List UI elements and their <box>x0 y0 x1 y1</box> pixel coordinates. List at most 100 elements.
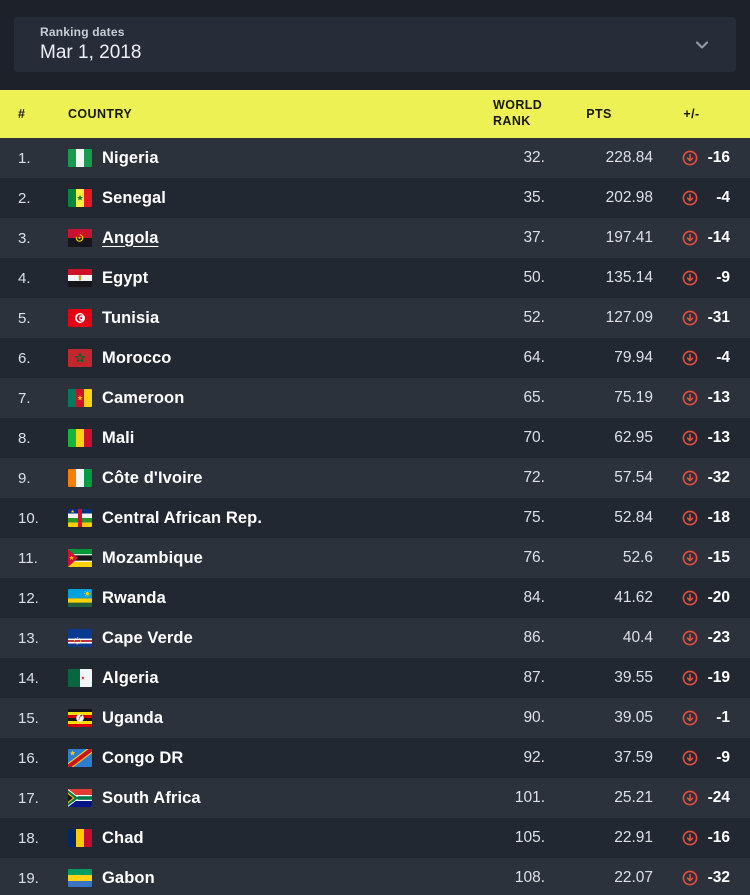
country-name[interactable]: South Africa <box>102 788 201 807</box>
rank-change-cell: -1 <box>653 709 730 727</box>
arrow-down-circle-icon <box>682 310 698 326</box>
position-number: 1. <box>18 149 31 167</box>
filter-section: Ranking dates Mar 1, 2018 <box>0 0 750 90</box>
country-name[interactable]: Algeria <box>102 668 159 687</box>
position-number: 9. <box>18 469 31 487</box>
points: 127.09 <box>605 309 653 326</box>
table-row[interactable]: 9. Côte d'Ivoire 72. 57.54 -32 <box>0 458 750 498</box>
world-rank: 32. <box>523 149 545 166</box>
arrow-down-circle-icon <box>682 590 698 606</box>
rank-change-value: -9 <box>716 749 730 766</box>
flag-cameroon-icon <box>68 389 92 407</box>
table-row[interactable]: 8. Mali 70. 62.95 -13 <box>0 418 750 458</box>
rank-change-cell: -31 <box>653 309 730 327</box>
country-name[interactable]: Nigeria <box>102 148 159 167</box>
rank-change-cell: -19 <box>653 669 730 687</box>
table-row[interactable]: 17. South Africa 101. 25.21 -24 <box>0 778 750 818</box>
rank-change-value: -32 <box>707 469 730 486</box>
world-rank: 92. <box>523 749 545 766</box>
table-row[interactable]: 6. Morocco 64. 79.94 -4 <box>0 338 750 378</box>
rank-change-cell: -32 <box>653 469 730 487</box>
arrow-down-circle-icon <box>682 870 698 886</box>
position-number: 16. <box>18 749 39 767</box>
points: 25.21 <box>614 789 653 806</box>
table-row[interactable]: 10. Central African Rep. 75. 52.84 -18 <box>0 498 750 538</box>
country-name[interactable]: Central African Rep. <box>102 508 263 527</box>
country-name[interactable]: Angola <box>102 228 159 247</box>
table-row[interactable]: 3. Angola 37. 197.41 -14 <box>0 218 750 258</box>
country-name[interactable]: Mozambique <box>102 548 203 567</box>
arrow-down-circle-icon <box>682 550 698 566</box>
flag-c-te-d-ivoire-icon <box>68 469 92 487</box>
table-row[interactable]: 19. Gabon 108. 22.07 -32 <box>0 858 750 895</box>
table-row[interactable]: 18. Chad 105. 22.91 -16 <box>0 818 750 858</box>
flag-chad-icon <box>68 829 92 847</box>
country-name[interactable]: Uganda <box>102 708 164 727</box>
points: 57.54 <box>614 469 653 486</box>
points: 75.19 <box>614 389 653 406</box>
points: 22.91 <box>614 829 653 846</box>
position-number: 11. <box>18 549 38 567</box>
country-name[interactable]: Tunisia <box>102 308 160 327</box>
country-cell: Cameroon <box>68 389 455 408</box>
country-cell: Senegal <box>68 189 455 208</box>
country-name[interactable]: Senegal <box>102 188 166 207</box>
country-cell: Mozambique <box>68 549 455 568</box>
flag-angola-icon <box>68 229 92 247</box>
position-number: 5. <box>18 309 31 327</box>
dropdown-text: Ranking dates Mar 1, 2018 <box>40 25 141 65</box>
country-name[interactable]: Morocco <box>102 348 172 367</box>
world-rank: 52. <box>523 309 545 326</box>
country-name[interactable]: Egypt <box>102 268 149 287</box>
table-row[interactable]: 12. Rwanda 84. 41.62 -20 <box>0 578 750 618</box>
rank-change-value: -23 <box>707 629 730 646</box>
table-row[interactable]: 14. Algeria 87. 39.55 -19 <box>0 658 750 698</box>
points: 197.41 <box>605 229 653 246</box>
flag-central-african-rep-icon <box>68 509 92 527</box>
arrow-down-circle-icon <box>682 830 698 846</box>
points: 40.4 <box>622 629 653 646</box>
world-rank: 50. <box>523 269 545 286</box>
arrow-down-circle-icon <box>682 790 698 806</box>
points: 39.55 <box>614 669 653 686</box>
rank-change-cell: -20 <box>653 589 730 607</box>
country-name[interactable]: Cape Verde <box>102 628 193 647</box>
position-number: 19. <box>18 869 39 887</box>
ranking-dates-dropdown[interactable]: Ranking dates Mar 1, 2018 <box>14 17 736 72</box>
chevron-down-icon[interactable] <box>692 35 712 55</box>
rank-change-value: -32 <box>707 869 730 886</box>
table-row[interactable]: 16. Congo DR 92. 37.59 -9 <box>0 738 750 778</box>
world-rank: 75. <box>523 509 545 526</box>
table-row[interactable]: 15. Uganda 90. 39.05 -1 <box>0 698 750 738</box>
position-number: 6. <box>18 349 31 367</box>
world-rank: 64. <box>523 349 545 366</box>
country-cell: Central African Rep. <box>68 509 455 528</box>
country-name[interactable]: Rwanda <box>102 588 166 607</box>
table-row[interactable]: 1. Nigeria 32. 228.84 -16 <box>0 138 750 178</box>
dropdown-selected-value: Mar 1, 2018 <box>40 41 142 63</box>
table-header: # COUNTRY WORLD RANK PTS +/- <box>0 90 750 138</box>
points: 37.59 <box>614 749 653 766</box>
country-name[interactable]: Chad <box>102 828 144 847</box>
rank-change-cell: -13 <box>653 429 730 447</box>
country-name[interactable]: Mali <box>102 428 135 447</box>
table-row[interactable]: 7. Cameroon 65. 75.19 -13 <box>0 378 750 418</box>
flag-algeria-icon <box>68 669 92 687</box>
rank-change-value: -14 <box>707 229 730 246</box>
country-name[interactable]: Congo DR <box>102 748 184 767</box>
table-row[interactable]: 2. Senegal 35. 202.98 -4 <box>0 178 750 218</box>
table-row[interactable]: 13. Cape Verde 86. 40.4 -23 <box>0 618 750 658</box>
rank-change-value: -9 <box>716 269 730 286</box>
header-country: COUNTRY <box>68 107 133 121</box>
table-row[interactable]: 5. Tunisia 52. 127.09 -31 <box>0 298 750 338</box>
position-number: 3. <box>18 229 31 247</box>
rank-change-cell: -32 <box>653 869 730 887</box>
rank-change-value: -13 <box>707 429 730 446</box>
dropdown-label: Ranking dates <box>40 24 125 39</box>
country-name[interactable]: Côte d'Ivoire <box>102 468 203 487</box>
country-name[interactable]: Cameroon <box>102 388 185 407</box>
table-row[interactable]: 11. Mozambique 76. 52.6 -15 <box>0 538 750 578</box>
country-name[interactable]: Gabon <box>102 868 155 887</box>
table-row[interactable]: 4. Egypt 50. 135.14 -9 <box>0 258 750 298</box>
